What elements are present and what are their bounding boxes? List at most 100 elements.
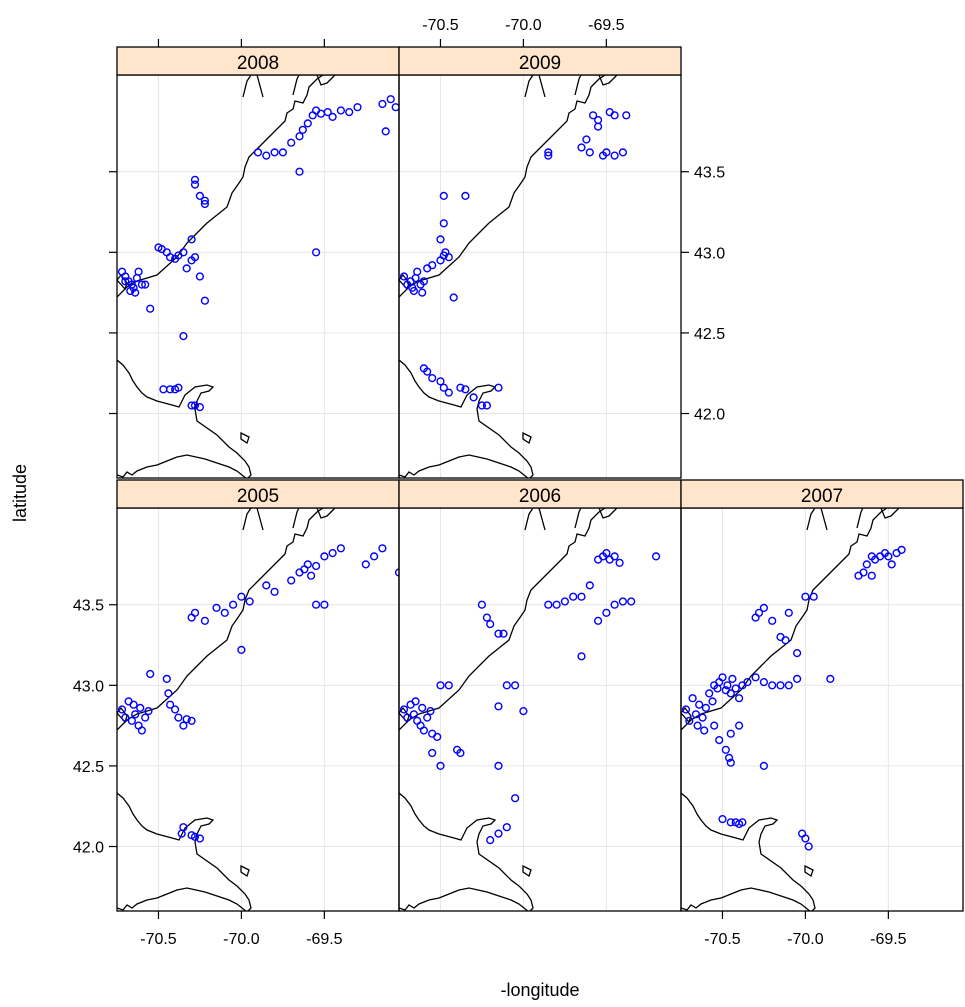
- data-point: [418, 703, 427, 713]
- data-point: [726, 818, 735, 827]
- data-point: [312, 248, 321, 257]
- data-point: [312, 600, 321, 609]
- panel-2008: [117, 75, 399, 478]
- data-point: [792, 648, 802, 658]
- strip-2009: [398, 46, 682, 76]
- data-point: [726, 689, 735, 698]
- data-point: [295, 132, 304, 141]
- data-point: [724, 753, 734, 763]
- y-tick-label: 43.5: [694, 165, 725, 182]
- data-point: [728, 674, 737, 684]
- data-point: [693, 721, 702, 730]
- data-point: [237, 592, 246, 601]
- data-point: [419, 277, 429, 286]
- data-point: [743, 677, 752, 687]
- data-point: [804, 842, 813, 851]
- data-point: [710, 721, 719, 730]
- data-point: [419, 726, 429, 735]
- data-point: [303, 560, 312, 569]
- data-point: [560, 597, 570, 606]
- data-point: [552, 600, 561, 609]
- data-point: [494, 829, 503, 838]
- data-point: [610, 151, 619, 160]
- y-tick-label: 43.0: [73, 678, 104, 695]
- data-point: [444, 681, 453, 690]
- data-point: [200, 196, 210, 205]
- x-tick-label: -69.5: [870, 931, 907, 948]
- data-point: [499, 629, 508, 638]
- data-point: [622, 111, 631, 120]
- panel-2007: [681, 508, 963, 911]
- data-point: [884, 552, 893, 561]
- data-point: [627, 597, 636, 606]
- data-point: [195, 191, 205, 201]
- data-point: [708, 697, 717, 706]
- data-point: [887, 560, 896, 569]
- data-point: [298, 125, 307, 134]
- data-point: [726, 758, 735, 767]
- data-point: [229, 600, 238, 609]
- data-point: [582, 135, 591, 144]
- strip-label-2006: 2006: [519, 486, 561, 507]
- y-tick-label: 43.0: [694, 245, 725, 262]
- data-point: [449, 293, 458, 302]
- data-point: [477, 600, 487, 609]
- data-point: [461, 385, 470, 394]
- data-point: [486, 835, 495, 845]
- data-point: [361, 560, 370, 569]
- y-tick-label: 42.0: [694, 407, 725, 424]
- x-tick-label: -70.0: [223, 931, 260, 948]
- y-tick-label: 42.5: [73, 759, 104, 776]
- data-point: [731, 684, 740, 693]
- data-point: [738, 818, 747, 827]
- data-point: [784, 608, 793, 617]
- data-point: [867, 571, 876, 580]
- data-point: [166, 253, 175, 262]
- data-point: [519, 706, 528, 716]
- data-point: [287, 576, 296, 585]
- data-point: [345, 107, 354, 117]
- data-point: [792, 674, 802, 684]
- y-tick-label: 42.5: [694, 326, 725, 343]
- data-point: [776, 681, 785, 690]
- data-point: [312, 561, 321, 571]
- data-point: [734, 721, 744, 730]
- data-point: [593, 616, 603, 625]
- data-point: [187, 235, 196, 244]
- x-tick-label: -69.5: [588, 17, 625, 34]
- data-point: [715, 735, 724, 745]
- data-point: [577, 652, 586, 661]
- data-point: [781, 636, 790, 645]
- data-point: [262, 151, 271, 160]
- data-point: [734, 694, 744, 703]
- data-point: [336, 106, 346, 115]
- data-point: [179, 332, 188, 341]
- x-tick-label: -70.5: [704, 931, 741, 948]
- data-point: [428, 374, 437, 383]
- data-point: [610, 552, 619, 561]
- data-point: [399, 705, 409, 714]
- data-point: [439, 219, 448, 228]
- data-point: [751, 673, 760, 682]
- data-point: [428, 261, 437, 270]
- data-point: [386, 95, 395, 104]
- data-point: [433, 732, 442, 742]
- data-point: [426, 706, 435, 716]
- data-point: [320, 600, 329, 609]
- data-point: [174, 713, 183, 722]
- data-point: [336, 544, 346, 553]
- strip-2008: [116, 46, 400, 76]
- data-point: [768, 616, 777, 625]
- strip-2006: [398, 479, 682, 509]
- data-point: [378, 544, 387, 553]
- data-point: [200, 296, 210, 305]
- data-point: [137, 726, 147, 735]
- data-point: [502, 823, 511, 832]
- data-point: [136, 703, 145, 713]
- data-point: [797, 829, 807, 838]
- data-point: [144, 706, 153, 716]
- data-point: [190, 832, 200, 841]
- data-point: [328, 112, 337, 122]
- data-point: [195, 834, 205, 843]
- data-point: [456, 748, 465, 758]
